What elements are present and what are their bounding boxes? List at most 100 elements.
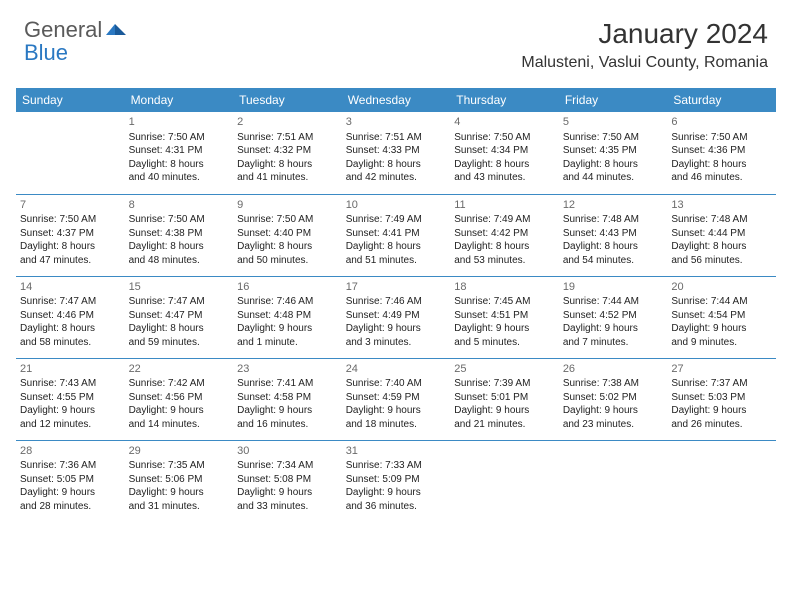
day-number: 7 [20, 198, 121, 213]
calendar-cell: 11Sunrise: 7:49 AMSunset: 4:42 PMDayligh… [450, 194, 559, 276]
cell-line: Sunset: 4:46 PM [20, 309, 121, 323]
cell-line: and 31 minutes. [129, 500, 230, 514]
calendar-cell: 12Sunrise: 7:48 AMSunset: 4:43 PMDayligh… [559, 194, 668, 276]
day-number: 2 [237, 115, 338, 130]
cell-line: Sunset: 4:54 PM [671, 309, 772, 323]
cell-line: Sunset: 4:41 PM [346, 227, 447, 241]
day-header: Sunday [16, 88, 125, 112]
cell-line: and 59 minutes. [129, 336, 230, 350]
day-number: 9 [237, 198, 338, 213]
day-number: 28 [20, 444, 121, 459]
cell-line: and 43 minutes. [454, 171, 555, 185]
cell-line: Daylight: 9 hours [237, 486, 338, 500]
cell-line: Daylight: 9 hours [346, 322, 447, 336]
cell-line: and 54 minutes. [563, 254, 664, 268]
cell-line: and 23 minutes. [563, 418, 664, 432]
cell-line: Sunrise: 7:50 AM [237, 213, 338, 227]
cell-line: and 12 minutes. [20, 418, 121, 432]
day-number: 17 [346, 280, 447, 295]
title-block: January 2024 Malusteni, Vaslui County, R… [521, 18, 768, 72]
calendar-cell: 28Sunrise: 7:36 AMSunset: 5:05 PMDayligh… [16, 440, 125, 522]
cell-line: Sunset: 5:02 PM [563, 391, 664, 405]
day-number: 11 [454, 198, 555, 213]
cell-line: Sunset: 4:37 PM [20, 227, 121, 241]
calendar-cell: 30Sunrise: 7:34 AMSunset: 5:08 PMDayligh… [233, 440, 342, 522]
cell-line: and 18 minutes. [346, 418, 447, 432]
cell-line: Sunset: 5:06 PM [129, 473, 230, 487]
cell-line: Sunrise: 7:48 AM [671, 213, 772, 227]
cell-line: and 7 minutes. [563, 336, 664, 350]
cell-line: Sunset: 4:38 PM [129, 227, 230, 241]
day-number: 3 [346, 115, 447, 130]
day-number: 14 [20, 280, 121, 295]
cell-line: and 46 minutes. [671, 171, 772, 185]
cell-line: and 47 minutes. [20, 254, 121, 268]
cell-line: Sunset: 4:35 PM [563, 144, 664, 158]
calendar-row: 1Sunrise: 7:50 AMSunset: 4:31 PMDaylight… [16, 112, 776, 194]
calendar-cell: 20Sunrise: 7:44 AMSunset: 4:54 PMDayligh… [667, 276, 776, 358]
cell-line: Sunrise: 7:45 AM [454, 295, 555, 309]
cell-line: Daylight: 9 hours [454, 404, 555, 418]
logo: GeneralBlue [24, 18, 128, 64]
cell-line: Daylight: 8 hours [346, 158, 447, 172]
cell-line: Sunrise: 7:46 AM [237, 295, 338, 309]
day-number: 19 [563, 280, 664, 295]
cell-line: Sunrise: 7:43 AM [20, 377, 121, 391]
cell-line: and 14 minutes. [129, 418, 230, 432]
calendar-cell: 21Sunrise: 7:43 AMSunset: 4:55 PMDayligh… [16, 358, 125, 440]
day-header: Saturday [667, 88, 776, 112]
cell-line: Sunrise: 7:49 AM [454, 213, 555, 227]
day-number: 1 [129, 115, 230, 130]
cell-line: Sunrise: 7:47 AM [20, 295, 121, 309]
calendar-cell: 23Sunrise: 7:41 AMSunset: 4:58 PMDayligh… [233, 358, 342, 440]
cell-line: Daylight: 9 hours [671, 322, 772, 336]
day-number: 4 [454, 115, 555, 130]
calendar-cell: 29Sunrise: 7:35 AMSunset: 5:06 PMDayligh… [125, 440, 234, 522]
cell-line: Sunset: 5:08 PM [237, 473, 338, 487]
calendar-row: 28Sunrise: 7:36 AMSunset: 5:05 PMDayligh… [16, 440, 776, 522]
cell-line: and 28 minutes. [20, 500, 121, 514]
cell-line: Sunset: 4:36 PM [671, 144, 772, 158]
calendar-cell: 6Sunrise: 7:50 AMSunset: 4:36 PMDaylight… [667, 112, 776, 194]
cell-line: Daylight: 8 hours [129, 240, 230, 254]
day-number: 6 [671, 115, 772, 130]
cell-line: Sunset: 5:03 PM [671, 391, 772, 405]
cell-line: Sunset: 5:09 PM [346, 473, 447, 487]
cell-line: and 50 minutes. [237, 254, 338, 268]
day-number: 30 [237, 444, 338, 459]
cell-line: and 44 minutes. [563, 171, 664, 185]
calendar-cell: 27Sunrise: 7:37 AMSunset: 5:03 PMDayligh… [667, 358, 776, 440]
cell-line: Sunset: 4:31 PM [129, 144, 230, 158]
calendar-cell: 22Sunrise: 7:42 AMSunset: 4:56 PMDayligh… [125, 358, 234, 440]
cell-line: and 5 minutes. [454, 336, 555, 350]
cell-line: and 58 minutes. [20, 336, 121, 350]
cell-line: Sunset: 4:58 PM [237, 391, 338, 405]
cell-line: Daylight: 9 hours [129, 404, 230, 418]
cell-line: and 36 minutes. [346, 500, 447, 514]
calendar-cell: 9Sunrise: 7:50 AMSunset: 4:40 PMDaylight… [233, 194, 342, 276]
cell-line: Daylight: 8 hours [237, 240, 338, 254]
calendar-cell: 19Sunrise: 7:44 AMSunset: 4:52 PMDayligh… [559, 276, 668, 358]
header: GeneralBlue January 2024 Malusteni, Vasl… [0, 0, 792, 80]
cell-line: Sunrise: 7:50 AM [20, 213, 121, 227]
calendar-cell: 7Sunrise: 7:50 AMSunset: 4:37 PMDaylight… [16, 194, 125, 276]
cell-line: Sunrise: 7:50 AM [454, 131, 555, 145]
cell-line: and 3 minutes. [346, 336, 447, 350]
cell-line: Sunset: 4:33 PM [346, 144, 447, 158]
cell-line: Sunrise: 7:39 AM [454, 377, 555, 391]
cell-line: Daylight: 8 hours [20, 322, 121, 336]
calendar-cell: 15Sunrise: 7:47 AMSunset: 4:47 PMDayligh… [125, 276, 234, 358]
calendar-cell: 18Sunrise: 7:45 AMSunset: 4:51 PMDayligh… [450, 276, 559, 358]
cell-line: Daylight: 9 hours [563, 404, 664, 418]
cell-line: Sunrise: 7:50 AM [129, 213, 230, 227]
day-header: Tuesday [233, 88, 342, 112]
cell-line: and 26 minutes. [671, 418, 772, 432]
cell-line: Sunset: 4:43 PM [563, 227, 664, 241]
cell-line: Sunset: 5:05 PM [20, 473, 121, 487]
day-number: 8 [129, 198, 230, 213]
cell-line: Sunset: 4:48 PM [237, 309, 338, 323]
cell-line: Daylight: 8 hours [237, 158, 338, 172]
calendar-cell: 10Sunrise: 7:49 AMSunset: 4:41 PMDayligh… [342, 194, 451, 276]
cell-line: Sunrise: 7:50 AM [129, 131, 230, 145]
day-header: Monday [125, 88, 234, 112]
